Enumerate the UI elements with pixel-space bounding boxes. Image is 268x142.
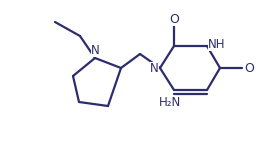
Text: N: N xyxy=(91,44,99,57)
Text: H₂N: H₂N xyxy=(159,97,181,109)
Text: O: O xyxy=(244,61,254,75)
Text: N: N xyxy=(150,61,159,75)
Text: O: O xyxy=(169,12,179,26)
Text: NH: NH xyxy=(208,37,225,51)
